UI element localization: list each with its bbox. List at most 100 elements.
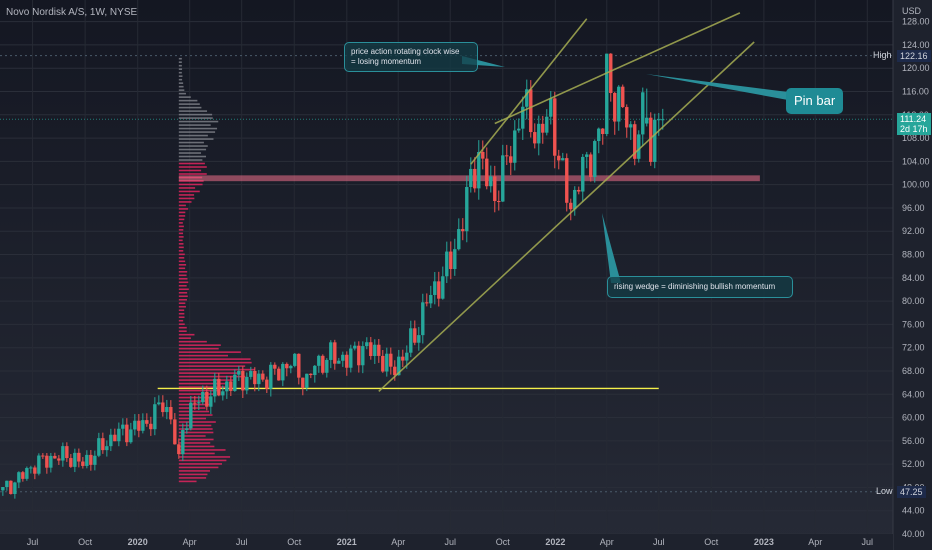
candle-body bbox=[465, 186, 469, 232]
time-tick-label: Oct bbox=[78, 537, 93, 547]
volume-profile-bar bbox=[178, 295, 188, 298]
candle-body bbox=[265, 379, 269, 389]
candle-body bbox=[5, 480, 9, 488]
candle-body bbox=[173, 419, 177, 445]
candle-body bbox=[177, 444, 181, 455]
volume-profile-bar bbox=[178, 459, 227, 462]
candle-body bbox=[545, 116, 549, 133]
volume-profile-bar bbox=[178, 183, 203, 186]
candle-body bbox=[445, 251, 449, 277]
candle-body bbox=[381, 355, 385, 372]
candle-body bbox=[533, 132, 537, 144]
volume-profile-bar bbox=[178, 410, 210, 413]
candle-body bbox=[37, 455, 41, 474]
candle-body bbox=[581, 156, 585, 192]
candle-body bbox=[209, 396, 213, 407]
candle-body bbox=[65, 446, 69, 459]
candle-body bbox=[429, 294, 433, 304]
candle-body bbox=[293, 353, 297, 366]
candle-body bbox=[449, 251, 453, 270]
candle-body bbox=[309, 373, 313, 376]
annotation-rotation[interactable]: price action rotating clock wise = losin… bbox=[344, 42, 478, 72]
candle-body bbox=[397, 356, 401, 376]
candle-body bbox=[637, 134, 641, 159]
volume-profile-bar bbox=[178, 452, 215, 455]
volume-profile-bar bbox=[178, 347, 219, 350]
price-axis-panel bbox=[893, 0, 932, 550]
volume-profile-bar bbox=[178, 445, 215, 448]
candle-body bbox=[169, 407, 173, 420]
price-tick-label: 40.00 bbox=[902, 529, 925, 539]
volume-profile-bar bbox=[178, 68, 183, 70]
volume-profile-bar bbox=[178, 333, 195, 336]
candle-body bbox=[129, 429, 133, 443]
price-tick-label: 64.00 bbox=[902, 389, 925, 399]
volume-profile-bar bbox=[178, 236, 184, 238]
candle-body bbox=[45, 455, 49, 468]
price-tick-label: 52.00 bbox=[902, 459, 925, 469]
candle-body bbox=[573, 189, 577, 210]
time-tick-label: Apr bbox=[808, 537, 822, 547]
volume-profile-bar bbox=[178, 103, 200, 105]
candle-body bbox=[453, 249, 457, 270]
symbol-title[interactable]: Novo Nordisk A/S, 1W, NYSE bbox=[6, 7, 138, 18]
volume-profile-bar bbox=[178, 257, 185, 259]
candle-body bbox=[389, 353, 393, 367]
volume-profile-bar bbox=[178, 96, 191, 98]
volume-profile-bar bbox=[178, 187, 196, 189]
pin-bar-callout-pointer bbox=[646, 74, 788, 100]
candle-body bbox=[133, 420, 137, 430]
candle-body bbox=[329, 342, 333, 360]
volume-profile-bar bbox=[178, 477, 207, 479]
candle-body bbox=[73, 452, 77, 467]
candle-body bbox=[117, 428, 121, 442]
candle-body bbox=[313, 365, 317, 376]
candle-body bbox=[245, 376, 249, 391]
candle-body bbox=[633, 124, 637, 159]
candle-body bbox=[221, 391, 225, 396]
candle-body bbox=[337, 360, 341, 364]
volume-profile-bar bbox=[178, 134, 208, 137]
candle-body bbox=[357, 345, 361, 366]
time-tick-label: Jul bbox=[236, 537, 248, 547]
candle-body bbox=[61, 446, 65, 461]
price-tick-label: 104.00 bbox=[902, 156, 930, 166]
volume-profile-bar bbox=[178, 162, 205, 165]
annotation-wedge[interactable]: rising wedge = diminishing bullish momen… bbox=[607, 276, 793, 298]
volume-profile-bar bbox=[178, 131, 216, 133]
candle-body bbox=[425, 302, 429, 304]
annotation-pin-bar[interactable]: Pin bar bbox=[786, 88, 844, 114]
time-tick-label: 2023 bbox=[754, 537, 774, 547]
volume-profile-bar bbox=[178, 463, 223, 465]
candle-body bbox=[137, 420, 141, 431]
volume-profile-bar bbox=[178, 323, 185, 325]
candle-body bbox=[69, 458, 73, 467]
candle-body bbox=[285, 363, 289, 369]
high-price-badge: 122.16 bbox=[897, 49, 931, 62]
time-tick-label: Apr bbox=[183, 537, 197, 547]
low-label: Low bbox=[876, 485, 893, 496]
candle-body bbox=[145, 420, 149, 424]
last-price-value: 111.24 bbox=[900, 114, 927, 125]
candle-body bbox=[153, 404, 157, 430]
price-tick-label: 96.00 bbox=[902, 203, 925, 213]
candle-body bbox=[361, 346, 365, 366]
volume-profile-bar bbox=[178, 148, 207, 151]
candle-body bbox=[537, 123, 541, 144]
candle-body bbox=[49, 455, 53, 468]
candle-body bbox=[205, 391, 209, 407]
volume-profile-bar bbox=[178, 449, 226, 451]
volume-profile-bar bbox=[178, 127, 218, 130]
volume-profile-bar bbox=[178, 312, 185, 315]
candlestick-series bbox=[1, 53, 665, 499]
price-tick-label: 56.00 bbox=[902, 436, 925, 446]
wedge-trendline bbox=[494, 12, 741, 125]
volume-profile-bar bbox=[178, 424, 212, 427]
candle-body bbox=[77, 452, 81, 462]
candle-body bbox=[645, 117, 649, 124]
candle-body bbox=[529, 89, 533, 133]
candle-body bbox=[89, 454, 93, 465]
candle-body bbox=[341, 354, 345, 361]
candle-body bbox=[233, 374, 237, 391]
